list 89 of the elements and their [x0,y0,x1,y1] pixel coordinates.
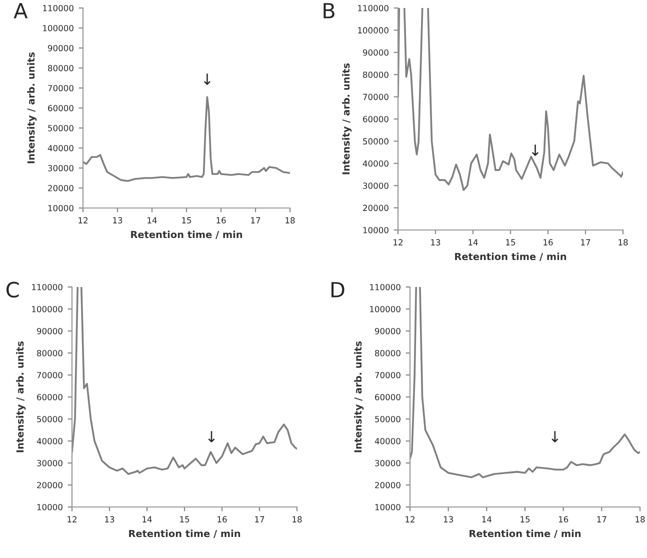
annotation: ↓ [532,144,539,156]
y-tick-label: 30000 [37,460,62,466]
line-series [83,96,290,182]
y-tick-label: 50000 [363,138,388,144]
y-tick-label: 60000 [363,116,388,122]
y-tick-label: 90000 [48,44,74,52]
x-tick-label: 17 [251,217,260,224]
y-tick-label: 30000 [375,460,400,466]
y-tick-label: 70000 [37,372,62,378]
x-tick-label: 15 [520,516,530,522]
x-tick-label: 16 [216,217,226,224]
y-tick-label: 110000 [43,4,74,12]
x-tick-label: 17 [255,516,264,522]
x-tick-label: 12 [406,516,414,522]
y-tick-label: 20000 [363,204,388,212]
y-tick-label: 30000 [48,164,74,172]
y-tick-label: 60000 [37,394,62,400]
y-tick-label: 80000 [375,350,400,356]
y-tick-label: 110000 [370,284,400,290]
y-tick-label: 20000 [375,482,400,488]
x-tick-label: 17 [597,516,606,522]
y-tick-label: 70000 [375,372,400,378]
y-tick-label: 60000 [48,104,74,112]
y-tick-label: 50000 [48,124,74,132]
x-tick-label: 16 [558,516,568,522]
y-tick-label: 30000 [363,182,388,189]
y-tick-label: 60000 [375,394,400,400]
y-tick-label: 100000 [370,306,400,312]
x-tick-label: 12 [78,217,88,224]
x-tick-label: 15 [180,516,190,522]
y-tick-label: 20000 [37,482,62,488]
y-tick-label: 20000 [48,184,74,192]
y-tick-label: 100000 [32,306,62,312]
chart-title: D [331,282,344,298]
y-axis-title: Intensity / arb. units [27,52,37,164]
chart-title: C [6,282,19,298]
annotation: ↓ [552,431,558,442]
annotation: ↓ [208,431,215,442]
x-axis-title: Retention time / min [131,230,242,239]
y-tick-label: 90000 [374,328,400,334]
y-tick-label: 40000 [374,438,400,444]
x-axis-title: Retention time / min [470,530,581,538]
y-axis-title: Intensity / arb. units [16,341,26,452]
y-tick-label: 50000 [37,416,62,422]
x-tick-label: 13 [444,516,453,522]
x-axis-title: Retention time / min [129,530,240,538]
chart-title: B [324,3,334,18]
y-tick-label: 100000 [43,24,74,32]
x-tick-label: 17 [581,239,590,246]
x-tick-label: 15 [182,217,192,224]
y-tick-label: 70000 [363,94,388,100]
x-tick-label: 13 [431,239,440,246]
y-tick-label: 80000 [363,72,388,78]
x-tick-label: 18 [636,516,645,522]
y-tick-label: 90000 [36,328,62,334]
x-tick-label: 13 [105,516,114,522]
y-tick-label: 110000 [358,4,388,12]
x-tick-label: 12 [394,239,402,246]
y-tick-label: 10000 [375,504,400,510]
y-tick-label: 40000 [362,160,388,167]
x-tick-label: 14 [142,516,152,522]
x-tick-label: 15 [506,239,516,246]
x-tick-label: 16 [544,239,553,246]
y-tick-label: 50000 [375,416,400,422]
x-tick-label: 18 [618,239,628,246]
x-tick-label: 14 [468,239,478,246]
y-tick-label: 10000 [37,504,62,510]
y-axis-title: Intensity / arb. units [354,341,364,452]
y-tick-label: 70000 [48,84,74,92]
x-tick-label: 16 [218,516,227,522]
y-axis-title: Intensity / arb. units [342,63,352,174]
y-tick-label: 40000 [48,144,74,152]
y-tick-label: 100000 [358,27,388,34]
x-tick-label: 12 [68,516,76,522]
y-tick-label: 80000 [48,64,74,72]
x-tick-label: 13 [113,217,122,224]
y-tick-label: 110000 [32,284,62,290]
x-tick-label: 14 [482,516,492,522]
y-tick-label: 40000 [36,438,62,444]
annotation: ↓ [204,74,210,85]
x-tick-label: 18 [292,516,302,522]
x-tick-label: 14 [148,217,157,224]
x-axis-title: Retention time / min [455,252,566,261]
x-tick-label: 18 [286,217,295,224]
y-tick-label: 10000 [48,204,74,212]
y-tick-label: 80000 [37,350,62,356]
y-tick-label: 10000 [363,226,388,234]
y-tick-label: 90000 [362,49,388,56]
chart-title: A [14,3,28,18]
